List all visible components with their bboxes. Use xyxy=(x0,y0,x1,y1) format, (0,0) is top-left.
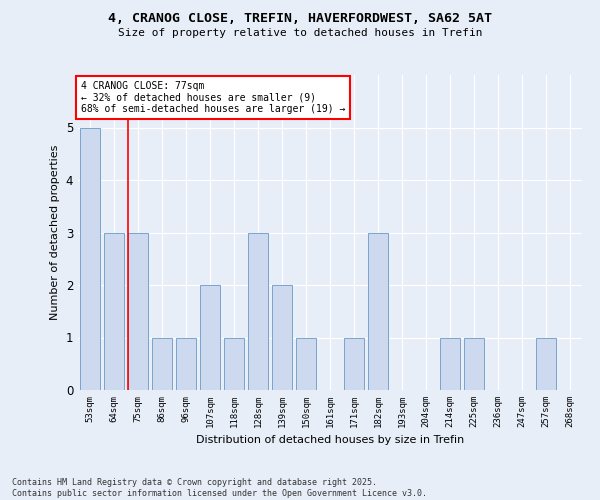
Bar xyxy=(536,338,556,390)
Bar xyxy=(152,338,172,390)
Bar xyxy=(368,232,388,390)
Bar xyxy=(272,285,292,390)
Text: 4, CRANOG CLOSE, TREFIN, HAVERFORDWEST, SA62 5AT: 4, CRANOG CLOSE, TREFIN, HAVERFORDWEST, … xyxy=(108,12,492,26)
X-axis label: Distribution of detached houses by size in Trefin: Distribution of detached houses by size … xyxy=(196,436,464,446)
Bar xyxy=(464,338,484,390)
Text: Size of property relative to detached houses in Trefin: Size of property relative to detached ho… xyxy=(118,28,482,38)
Bar xyxy=(104,232,124,390)
Bar xyxy=(80,128,100,390)
Bar xyxy=(176,338,196,390)
Text: 4 CRANOG CLOSE: 77sqm
← 32% of detached houses are smaller (9)
68% of semi-detac: 4 CRANOG CLOSE: 77sqm ← 32% of detached … xyxy=(80,82,345,114)
Bar xyxy=(200,285,220,390)
Bar xyxy=(296,338,316,390)
Bar xyxy=(344,338,364,390)
Bar xyxy=(440,338,460,390)
Bar xyxy=(128,232,148,390)
Y-axis label: Number of detached properties: Number of detached properties xyxy=(50,145,60,320)
Bar xyxy=(248,232,268,390)
Text: Contains HM Land Registry data © Crown copyright and database right 2025.
Contai: Contains HM Land Registry data © Crown c… xyxy=(12,478,427,498)
Bar xyxy=(224,338,244,390)
